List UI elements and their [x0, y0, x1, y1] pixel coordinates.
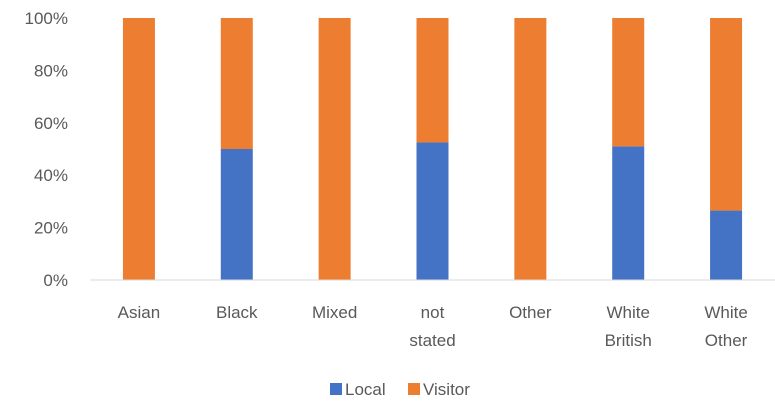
x-tick-label: White British: [605, 303, 652, 350]
bar-segment-local: [416, 142, 449, 280]
x-tick-label: Other: [509, 303, 552, 322]
bar-segment-visitor: [416, 18, 449, 143]
y-tick-label: 20%: [34, 219, 68, 238]
legend-swatch-visitor: [408, 383, 420, 395]
bar-segment-visitor: [122, 18, 155, 280]
legend-label-local: Local: [345, 380, 386, 399]
legend-swatch-local: [330, 383, 342, 395]
bars: [122, 18, 743, 280]
y-tick-label: 60%: [34, 114, 68, 133]
x-tick-label: Black: [216, 303, 258, 322]
bar-segment-visitor: [710, 18, 743, 211]
bar-segment-visitor: [220, 18, 253, 149]
bar-segment-local: [612, 146, 645, 280]
y-tick-label: 80%: [34, 61, 68, 80]
x-tick-label: Asian: [118, 303, 161, 322]
y-tick-label: 0%: [43, 271, 68, 290]
bar-segment-local: [220, 149, 253, 280]
x-tick-label: not stated: [409, 303, 455, 350]
x-tick-label: Mixed: [312, 303, 357, 322]
x-axis-labels: Asian Black Mixed not stated Other White Britis…: [118, 303, 748, 350]
y-tick-label: 100%: [25, 9, 68, 28]
legend: Local Visitor: [330, 380, 470, 399]
bar-segment-local: [710, 210, 743, 280]
bar-segment-visitor: [318, 18, 351, 280]
bar-segment-visitor: [514, 18, 547, 280]
y-axis: 0% 20% 40% 60% 80% 100%: [25, 9, 68, 290]
legend-label-visitor: Visitor: [423, 380, 470, 399]
bar-segment-visitor: [612, 18, 645, 147]
y-tick-label: 40%: [34, 166, 68, 185]
x-tick-label: White Other: [704, 303, 747, 350]
